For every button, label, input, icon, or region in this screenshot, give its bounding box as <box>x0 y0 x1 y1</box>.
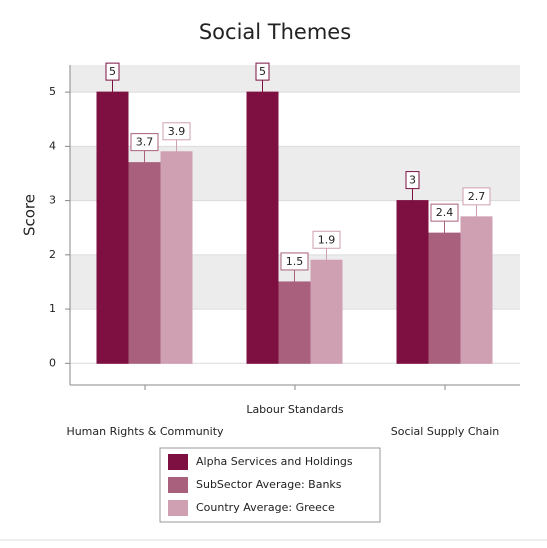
legend-label: SubSector Average: Banks <box>196 478 342 491</box>
value-label: 2.4 <box>436 206 454 219</box>
value-label-box <box>162 122 191 141</box>
value-label: 2.7 <box>468 190 486 203</box>
y-tick-label: 4 <box>49 139 56 152</box>
value-label: 5 <box>259 65 266 78</box>
legend-swatch <box>168 500 188 516</box>
value-label: 1.9 <box>318 233 336 246</box>
value-label: 5 <box>109 65 116 78</box>
bar <box>160 151 193 364</box>
bar <box>460 216 493 364</box>
x-tick-label: Social Supply Chain <box>391 425 500 438</box>
value-label-box <box>105 62 120 81</box>
y-tick-label: 5 <box>49 85 56 98</box>
legend-label: Alpha Services and Holdings <box>196 455 353 468</box>
y-tick-label: 3 <box>49 194 56 207</box>
y-tick-label: 1 <box>49 302 56 315</box>
x-tick-label: Labour Standards <box>246 403 344 416</box>
y-tick-label: 0 <box>49 356 56 369</box>
value-label-box <box>312 230 341 249</box>
bar <box>246 91 279 364</box>
value-label-box <box>280 252 309 271</box>
bar <box>96 91 129 364</box>
bar <box>278 281 311 364</box>
value-label-box <box>255 62 270 81</box>
y-tick-label: 2 <box>49 248 56 261</box>
legend-label: Country Average: Greece <box>196 501 335 514</box>
value-label: 3.7 <box>136 136 154 149</box>
bar <box>128 162 161 364</box>
value-label: 1.5 <box>286 255 304 268</box>
y-axis-label: Score <box>21 194 39 236</box>
legend-swatch <box>168 477 188 493</box>
value-label-box <box>405 171 420 190</box>
x-tick-label: Human Rights & Community <box>66 425 224 438</box>
value-label-box <box>462 187 491 206</box>
value-label-box <box>130 133 159 152</box>
bar <box>310 259 343 364</box>
bar <box>428 232 461 364</box>
legend-box <box>159 447 381 523</box>
legend-swatch <box>168 454 188 470</box>
value-label: 3 <box>409 174 416 187</box>
value-label: 3.9 <box>168 125 186 138</box>
value-label-box <box>430 203 459 222</box>
chart-title: Social Themes <box>199 20 351 44</box>
bar <box>396 200 429 364</box>
grid-band <box>70 65 520 93</box>
